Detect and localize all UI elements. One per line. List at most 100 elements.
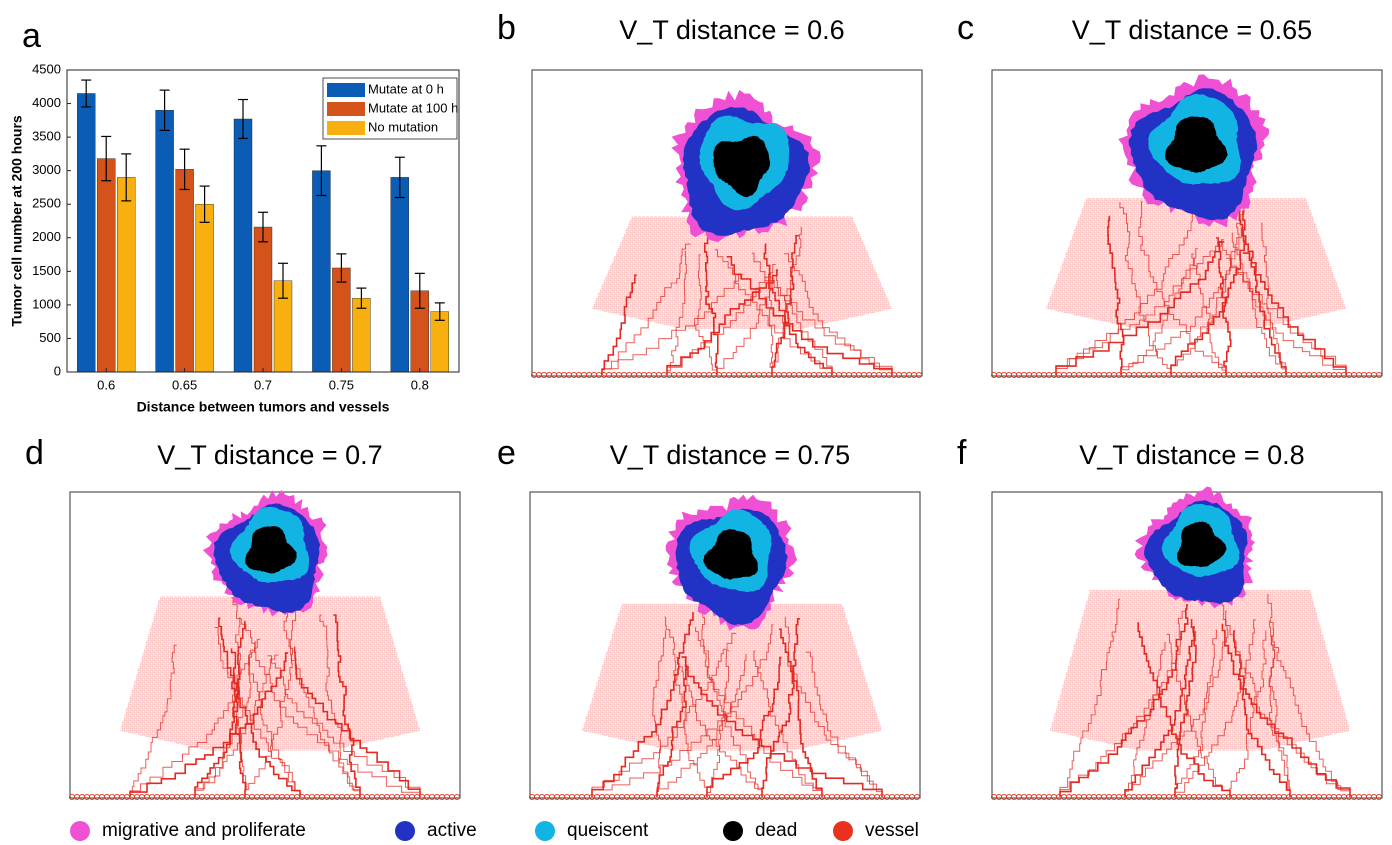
vessel-branch <box>775 270 833 375</box>
error-bar <box>434 302 445 321</box>
vessel-branch <box>706 650 730 797</box>
vessel-branch <box>248 655 301 797</box>
panel-label: c <box>957 9 974 47</box>
vessel-branch <box>129 641 257 797</box>
panel-title: V_T distance = 0.6 <box>619 15 844 45</box>
vessel-branch <box>1218 590 1351 797</box>
panel-title: V_T distance = 0.8 <box>1079 440 1304 470</box>
y-tick-label: 1000 <box>32 296 61 311</box>
legend-label: Mutate at 0 h <box>368 81 444 96</box>
legend-label: dead <box>755 820 797 841</box>
vessel-branch <box>267 655 421 797</box>
vessel-branch <box>214 627 301 797</box>
error-bar <box>238 98 248 140</box>
legend-label: vessel <box>865 820 919 841</box>
vessel-branch <box>1119 202 1172 375</box>
bar <box>76 93 96 373</box>
error-bar <box>316 145 327 197</box>
legend-dot <box>535 821 555 841</box>
error-bar <box>199 185 210 223</box>
vessel-branch <box>319 614 361 797</box>
legend-dot <box>395 821 415 841</box>
vessel-node <box>913 793 921 801</box>
vessel-branch <box>1166 633 1231 797</box>
vessel-node <box>453 793 461 801</box>
bar <box>175 169 194 373</box>
vessel-branch <box>704 230 719 375</box>
tumor-dead <box>1177 521 1227 568</box>
panel-label: e <box>497 434 516 472</box>
vessel-branch <box>714 249 833 375</box>
vessel-branch <box>681 656 883 797</box>
error-bar <box>336 253 347 283</box>
vessel-node <box>1375 371 1383 379</box>
vessel-branch <box>701 603 763 797</box>
panel-label: a <box>22 17 41 55</box>
panel-label: b <box>497 9 516 47</box>
vessel-branch <box>293 646 421 797</box>
vessel-branch <box>129 652 289 797</box>
vessel-branch <box>656 653 747 797</box>
vessel-branch <box>1170 210 1246 375</box>
vessel-branch <box>1225 257 1347 375</box>
error-bar <box>121 153 132 202</box>
vessel-mesh <box>592 216 892 329</box>
legend-dot <box>833 821 853 841</box>
y-axis-label: Tumor cell number at 200 hours <box>9 115 25 327</box>
panel-label: d <box>25 434 44 472</box>
vessel-branch <box>1174 626 1197 797</box>
vessel-branch <box>1059 598 1120 797</box>
y-tick-label: 500 <box>39 330 61 345</box>
vessel-branch <box>676 657 763 797</box>
vessel-node <box>1375 793 1383 801</box>
bar <box>155 110 174 373</box>
vessel-branch <box>666 269 778 375</box>
panel-title: V_T distance = 0.75 <box>610 440 850 470</box>
x-tick-label: 0.75 <box>329 377 354 392</box>
vessel-branch <box>1242 252 1347 375</box>
x-tick-label: 0.6 <box>97 377 115 392</box>
legend-label: Mutate at 100 h <box>368 100 458 115</box>
vessel-branch <box>1170 204 1245 375</box>
bar <box>96 158 116 373</box>
error-bar <box>258 211 268 243</box>
vessel-branch <box>1174 619 1256 797</box>
vessel-mesh <box>1050 590 1350 751</box>
legend-label: migrative and proliferate <box>102 820 306 841</box>
y-tick-label: 4500 <box>32 61 61 76</box>
bar <box>332 267 351 373</box>
vessel-branch <box>1055 239 1224 375</box>
x-tick-label: 0.8 <box>411 377 429 392</box>
error-bar <box>159 89 170 131</box>
vessel-branch <box>591 612 694 797</box>
vessel-mesh <box>582 603 882 751</box>
vessel-branch <box>706 656 782 797</box>
vessel-branch <box>1124 610 1229 797</box>
vessel-branch <box>1231 232 1287 375</box>
legend-swatch <box>327 121 365 135</box>
vessel-branch <box>1267 593 1291 797</box>
y-tick-label: 3500 <box>32 129 61 144</box>
legend-label: No mutation <box>368 119 438 134</box>
y-tick-label: 1500 <box>32 263 61 278</box>
vessel-branch <box>591 632 737 797</box>
vessel-branch <box>761 618 800 797</box>
vessel-branch <box>1269 620 1351 797</box>
y-tick-label: 2000 <box>32 229 61 244</box>
error-bar <box>179 148 190 191</box>
vessel-branch <box>234 617 248 797</box>
vessel-branch <box>129 644 177 797</box>
vessel-branch <box>768 264 776 375</box>
vessel-branch <box>1238 210 1287 375</box>
x-tick-label: 0.7 <box>254 377 272 392</box>
vessel-branch <box>1268 635 1291 797</box>
vessel-branch <box>666 250 687 375</box>
panel-title: V_T distance = 0.7 <box>157 440 382 470</box>
vessel-branch <box>763 243 833 375</box>
error-bar <box>101 135 112 182</box>
vessel-branch <box>1137 622 1231 797</box>
panel-label: f <box>957 434 967 472</box>
vessel-branch <box>1261 222 1287 375</box>
legend-swatch <box>327 102 365 116</box>
